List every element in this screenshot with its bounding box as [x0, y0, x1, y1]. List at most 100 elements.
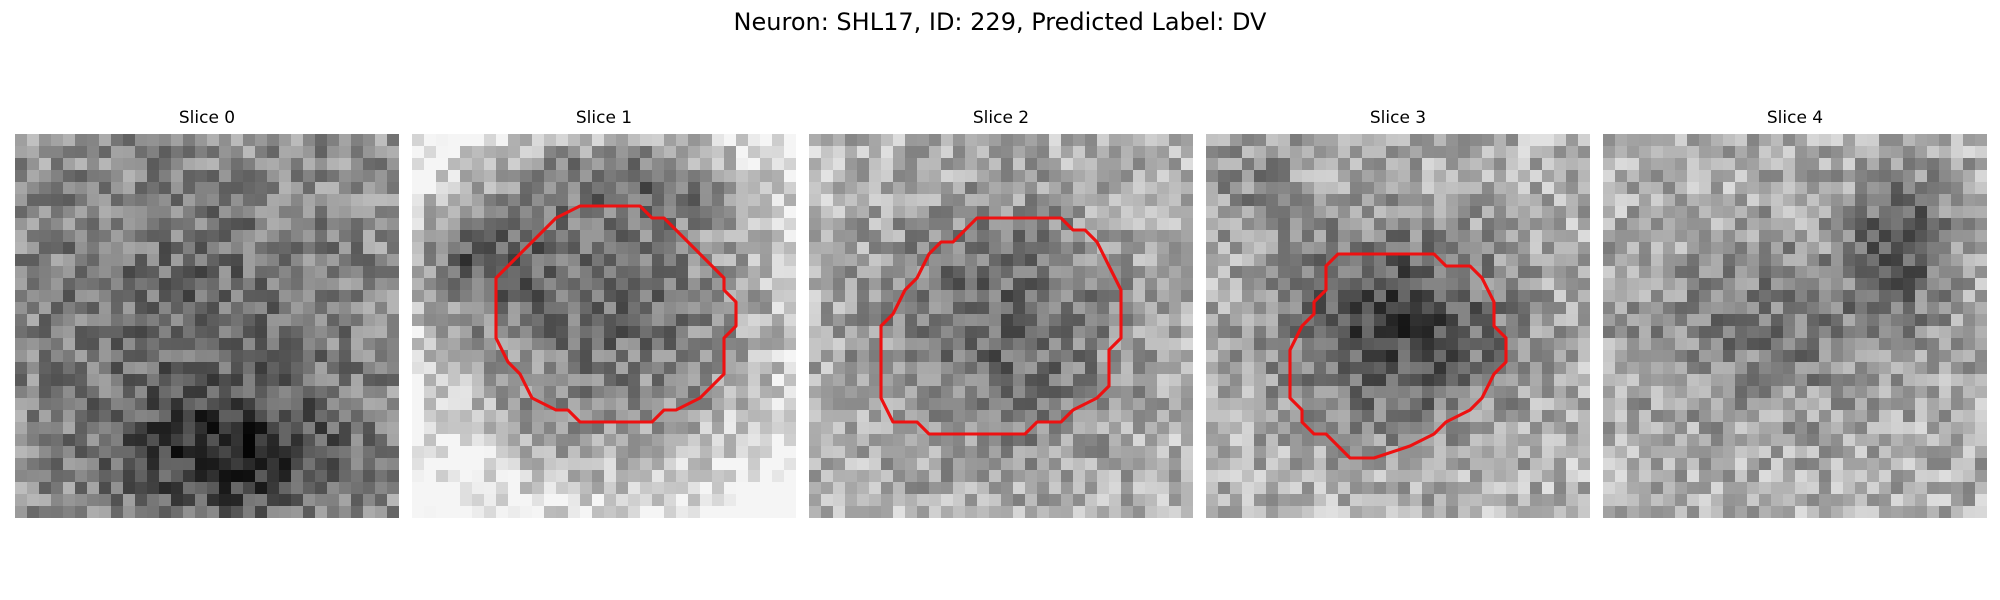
pixel: [496, 290, 508, 302]
pixel: [1915, 338, 1927, 350]
pixel: [1903, 446, 1915, 458]
pixel: [1242, 458, 1254, 470]
pixel: [857, 362, 869, 374]
pixel: [869, 398, 881, 410]
pixel: [484, 158, 496, 170]
pixel: [1073, 242, 1085, 254]
pixel: [15, 230, 27, 242]
pixel: [243, 290, 255, 302]
pixel: [664, 482, 676, 494]
pixel: [604, 386, 616, 398]
pixel: [1037, 494, 1049, 506]
pixel: [1831, 146, 1843, 158]
pixel: [1759, 362, 1771, 374]
pixel: [748, 242, 760, 254]
pixel: [1795, 302, 1807, 314]
pixel: [592, 338, 604, 350]
pixel: [1109, 290, 1121, 302]
pixel: [1603, 278, 1615, 290]
pixel: [135, 170, 147, 182]
pixel: [784, 386, 796, 398]
pixel: [1615, 254, 1627, 266]
pixel: [1458, 362, 1470, 374]
pixel: [1699, 338, 1711, 350]
pixel: [195, 254, 207, 266]
pixel: [760, 278, 772, 290]
pixel: [1675, 134, 1687, 146]
pixel: [303, 134, 315, 146]
pixel: [1350, 134, 1362, 146]
pixel: [676, 446, 688, 458]
pixel: [1482, 266, 1494, 278]
pixel: [436, 314, 448, 326]
pixel: [460, 290, 472, 302]
pixel: [640, 254, 652, 266]
pixel: [1206, 254, 1218, 266]
pixel: [833, 506, 845, 518]
pixel: [1097, 446, 1109, 458]
pixel: [628, 314, 640, 326]
pixel: [1410, 134, 1422, 146]
pixel: [1530, 494, 1542, 506]
pixel: [412, 242, 424, 254]
pixel: [1073, 446, 1085, 458]
pixel: [1963, 266, 1975, 278]
pixel: [1542, 482, 1554, 494]
pixel: [1386, 374, 1398, 386]
pixel: [255, 230, 267, 242]
pixel: [339, 338, 351, 350]
pixel: [1434, 434, 1446, 446]
pixel: [87, 194, 99, 206]
pixel: [339, 290, 351, 302]
pixel: [27, 194, 39, 206]
pixel: [532, 362, 544, 374]
pixel: [676, 470, 688, 482]
pixel: [1362, 494, 1374, 506]
pixel: [965, 314, 977, 326]
pixel: [664, 146, 676, 158]
pixel: [1121, 470, 1133, 482]
pixel: [748, 302, 760, 314]
pixel: [1458, 242, 1470, 254]
pixel: [1855, 350, 1867, 362]
pixel: [1278, 326, 1290, 338]
pixel: [1073, 386, 1085, 398]
pixel: [123, 242, 135, 254]
pixel: [1302, 278, 1314, 290]
pixel: [75, 362, 87, 374]
pixel: [135, 230, 147, 242]
pixel: [1891, 374, 1903, 386]
pixel: [893, 338, 905, 350]
pixel: [1615, 398, 1627, 410]
pixel: [652, 182, 664, 194]
pixel: [809, 338, 821, 350]
pixel: [1458, 314, 1470, 326]
pixel: [496, 374, 508, 386]
pixel: [1169, 350, 1181, 362]
pixel: [87, 302, 99, 314]
pixel: [315, 170, 327, 182]
pixel: [303, 374, 315, 386]
pixel: [219, 302, 231, 314]
pixel: [472, 506, 484, 518]
pixel: [929, 386, 941, 398]
pixel: [1338, 326, 1350, 338]
pixel: [1879, 206, 1891, 218]
pixel: [1506, 362, 1518, 374]
pixel: [1771, 242, 1783, 254]
pixel: [640, 230, 652, 242]
pixel: [1711, 314, 1723, 326]
pixel: [51, 218, 63, 230]
pixel: [436, 134, 448, 146]
pixel: [1807, 458, 1819, 470]
pixel: [351, 482, 363, 494]
pixel: [640, 422, 652, 434]
pixel: [592, 494, 604, 506]
pixel: [676, 350, 688, 362]
pixel: [640, 482, 652, 494]
pixel: [688, 314, 700, 326]
pixel: [1687, 194, 1699, 206]
pixel: [628, 290, 640, 302]
pixel: [869, 170, 881, 182]
pixel: [1314, 206, 1326, 218]
